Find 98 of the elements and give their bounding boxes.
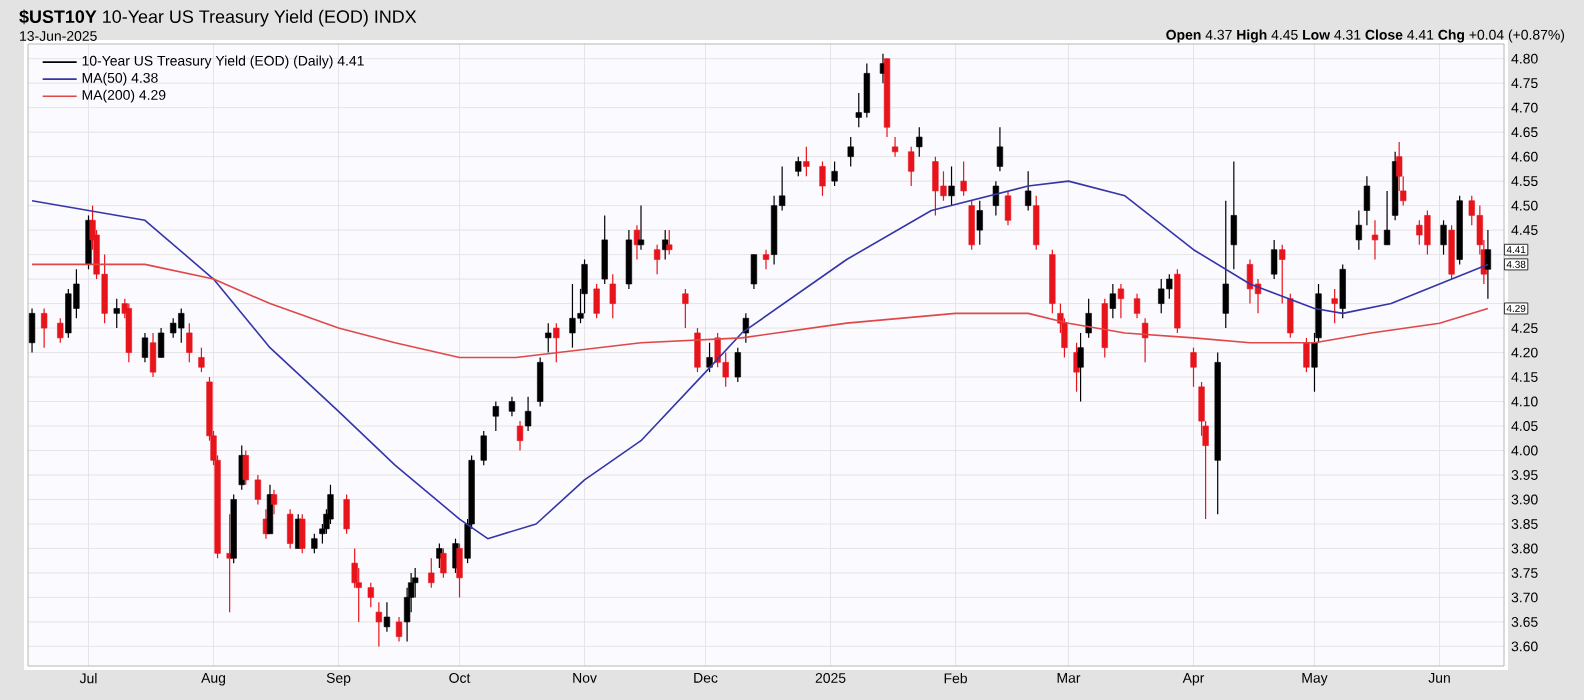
- candlestick: [41, 307, 48, 349]
- candlestick: [65, 288, 72, 339]
- candlestick: [508, 396, 516, 417]
- candlestick: [601, 214, 608, 285]
- candlestick: [1025, 170, 1032, 212]
- candlestick: [1287, 293, 1294, 339]
- chart-title: $UST10Y 10-Year US Treasury Yield (EOD) INDX: [19, 9, 417, 27]
- candlestick: [516, 420, 524, 452]
- candlestick: [198, 347, 205, 373]
- candlestick: [1279, 244, 1286, 305]
- candlestick: [1416, 219, 1423, 246]
- candlestick: [1339, 263, 1346, 319]
- candlestick: [1363, 175, 1371, 226]
- candlestick: [375, 601, 382, 648]
- candlestick: [1440, 219, 1447, 256]
- candlestick: [593, 283, 600, 319]
- candlestick: [1004, 190, 1012, 226]
- candlestick: [1133, 293, 1141, 319]
- candlestick: [569, 283, 576, 349]
- candlestick: [383, 601, 391, 633]
- candlestick: [734, 347, 741, 383]
- candlestick: [1448, 224, 1455, 280]
- candlestick: [682, 288, 689, 329]
- candlestick: [242, 449, 249, 486]
- candlestick: [742, 312, 749, 344]
- candlestick: [1222, 200, 1229, 329]
- candlestick: [1230, 160, 1237, 270]
- candlestick: [1109, 283, 1116, 319]
- candlestick: [537, 356, 544, 408]
- candlestick: [28, 307, 36, 354]
- candlestick: [654, 244, 661, 275]
- candlestick: [157, 327, 165, 359]
- candlestick: [270, 489, 278, 515]
- candlestick: [916, 126, 923, 158]
- candlestick: [1331, 288, 1338, 324]
- candlestick: [178, 307, 185, 344]
- candlestick: [1271, 239, 1278, 280]
- candlestick: [996, 126, 1004, 172]
- candlestick: [440, 547, 447, 579]
- candlestick: [750, 253, 758, 290]
- candlestick: [819, 160, 826, 197]
- candlestick: [186, 322, 193, 363]
- candlestick: [343, 493, 350, 535]
- candlestick: [803, 146, 810, 177]
- candlestick: [706, 342, 713, 373]
- candlestick: [847, 136, 854, 168]
- candlestick: [524, 396, 532, 432]
- candlestick: [395, 616, 403, 643]
- candlestick: [625, 229, 633, 290]
- candlestick: [545, 322, 552, 354]
- candlestick: [1355, 209, 1362, 251]
- candlestick: [57, 317, 64, 344]
- candlestick: [1424, 209, 1431, 256]
- candlestick: [1383, 190, 1391, 246]
- candlestick: [287, 508, 294, 550]
- candlestick: [1101, 298, 1108, 359]
- candlestick: [125, 302, 132, 363]
- candlestick: [831, 160, 838, 187]
- candlestick: [553, 322, 560, 363]
- candlestick: [637, 205, 645, 251]
- candlestick: [932, 156, 939, 217]
- candlestick: [311, 533, 318, 554]
- candlestick: [968, 200, 975, 251]
- candlestick: [170, 317, 177, 339]
- candlestick: [694, 327, 701, 373]
- candlestick: [908, 146, 915, 187]
- candlestick: [1077, 332, 1084, 403]
- candlestick: [1246, 258, 1254, 305]
- candlestick: [141, 332, 149, 363]
- candlestick: [492, 400, 499, 432]
- candlestick: [113, 298, 120, 329]
- candlestick: [976, 200, 983, 246]
- candlestick: [891, 136, 899, 158]
- candlestick: [1033, 195, 1040, 251]
- candlestick: [1085, 298, 1092, 339]
- candlestick: [1117, 283, 1125, 319]
- candlestick: [1190, 347, 1197, 388]
- candlestick: [609, 273, 616, 319]
- candlestick: [633, 224, 641, 261]
- candlestick: [960, 160, 967, 197]
- candlestick: [1158, 278, 1165, 314]
- candlestick: [254, 474, 262, 505]
- candlestick: [762, 249, 770, 270]
- candlestick: [1371, 219, 1379, 261]
- candlestick: [1166, 273, 1173, 300]
- candlestick: [367, 582, 374, 608]
- candlestick: [992, 180, 1000, 217]
- candlestick: [299, 513, 306, 554]
- candlestick: [149, 332, 157, 378]
- candlestick: [428, 557, 435, 589]
- candlestick: [948, 165, 955, 207]
- candlestick: [795, 156, 802, 177]
- candlestick: [456, 542, 463, 599]
- candlestick: [1141, 317, 1149, 363]
- candlestick: [666, 229, 673, 256]
- candlestick: [1303, 337, 1310, 373]
- candlestick: [480, 430, 487, 466]
- candlestick: [863, 62, 870, 119]
